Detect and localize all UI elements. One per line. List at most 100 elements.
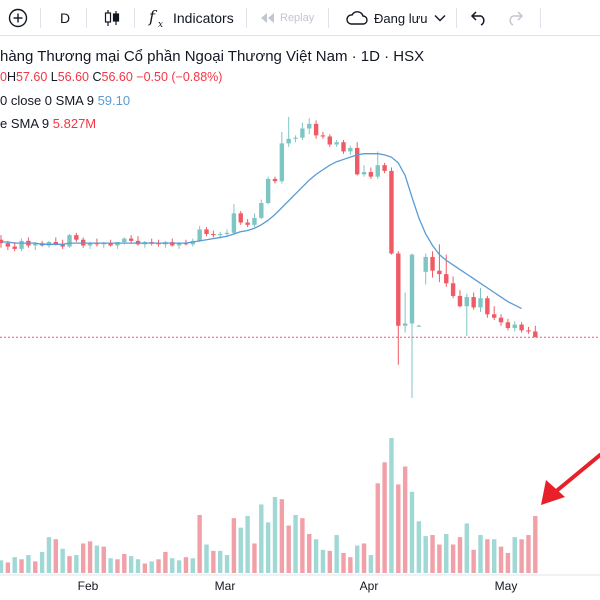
- candle-body: [286, 138, 291, 144]
- volume-bar: [471, 549, 476, 573]
- volume-bar: [176, 560, 182, 573]
- volume-bar: [245, 516, 250, 573]
- candle: [135, 236, 141, 246]
- volume-bar: [190, 558, 195, 573]
- candle-body: [348, 147, 353, 152]
- chart-pane[interactable]: hàng Thương mại Cổ phần Ngoại Thương Việ…: [0, 37, 600, 600]
- volume-bar: [142, 563, 148, 573]
- candle: [231, 204, 237, 234]
- sma-price-label: 0 close 0 SMA 9: [0, 93, 94, 108]
- candle: [361, 165, 367, 177]
- candle: [279, 131, 285, 184]
- candle: [505, 318, 511, 331]
- volume-bar: [163, 551, 168, 573]
- candle: [197, 225, 202, 243]
- volume-bar: [204, 544, 209, 573]
- candle: [327, 134, 332, 147]
- volume-bar: [300, 518, 305, 573]
- volume-bar: [259, 504, 264, 573]
- replay-label: Replay: [280, 12, 315, 24]
- candle-body: [211, 233, 216, 236]
- add-symbol-button[interactable]: [8, 0, 28, 36]
- candle: [389, 167, 394, 255]
- high-value: 57.60: [15, 70, 48, 84]
- high-label: H: [6, 70, 16, 84]
- candle: [142, 240, 148, 248]
- volume-bar: [492, 539, 497, 573]
- candle: [533, 325, 538, 338]
- volume-bar: [149, 561, 154, 573]
- volume-bar: [218, 550, 223, 573]
- volume-bar: [286, 525, 291, 573]
- candle: [519, 322, 524, 333]
- time-axis-labels: Feb Mar Apr May: [78, 579, 518, 593]
- volume-bar: [512, 537, 517, 573]
- volume-bar: [279, 499, 285, 573]
- volume-bar: [416, 521, 422, 573]
- volume-bar: [375, 483, 380, 573]
- candle-body: [409, 254, 415, 324]
- candle-body: [457, 295, 463, 307]
- candle-body: [265, 178, 271, 204]
- volume-bar: [485, 539, 490, 573]
- replay-button[interactable]: Replay: [260, 0, 314, 36]
- sma-price-legend[interactable]: 0 close 0 SMA 9 59.10: [0, 93, 130, 108]
- volume-bar: [12, 557, 17, 573]
- arrow-shaft: [552, 453, 600, 495]
- candle-body: [272, 178, 278, 182]
- candle: [498, 314, 504, 326]
- sma-volume-legend[interactable]: e SMA 9 5.827M: [0, 116, 96, 131]
- save-menu-button[interactable]: [434, 0, 446, 36]
- candle-body: [33, 243, 38, 246]
- plus-circle-icon: [8, 8, 28, 28]
- symbol-title[interactable]: hàng Thương mại Cổ phần Ngoại Thương Việ…: [0, 48, 425, 65]
- candle: [430, 251, 435, 278]
- candle-body: [327, 136, 332, 145]
- candle: [341, 139, 346, 154]
- undo-button[interactable]: [470, 0, 488, 36]
- volume-bar: [444, 533, 449, 573]
- volume-bar: [464, 523, 469, 573]
- indicators-button[interactable]: f x Indicators: [148, 0, 234, 36]
- close-value: 56.60: [101, 70, 133, 84]
- volume-bar: [87, 541, 93, 573]
- arrow-head: [541, 480, 565, 505]
- toolbar-divider: [328, 8, 329, 28]
- candle-body: [526, 330, 531, 332]
- candle: [450, 276, 456, 299]
- candle: [204, 227, 209, 237]
- volume-bar: [423, 536, 428, 573]
- month-label-may: May: [495, 579, 518, 593]
- sma-price-line: [1, 153, 522, 310]
- chart-type-button[interactable]: [103, 0, 121, 36]
- redo-icon: [509, 11, 524, 26]
- candle-body: [60, 244, 65, 247]
- candle-body: [238, 213, 243, 223]
- volume-bar: [39, 551, 45, 573]
- volume-bar: [74, 555, 79, 573]
- candle-body: [533, 331, 538, 338]
- candle: [375, 151, 380, 179]
- candle-body: [471, 297, 476, 308]
- volume-bar: [450, 544, 456, 573]
- toolbar-divider: [246, 8, 247, 28]
- volume-bar: [437, 544, 442, 573]
- candle: [464, 293, 469, 337]
- save-layout-button[interactable]: Đang lưu: [346, 0, 428, 36]
- candle-body: [320, 135, 326, 137]
- candle-body: [313, 123, 319, 136]
- candle: [382, 162, 387, 174]
- candle-body: [375, 165, 380, 177]
- sma-price-value: 59.10: [97, 93, 131, 108]
- redo-button[interactable]: [506, 0, 524, 36]
- interval-button[interactable]: D: [60, 10, 71, 26]
- cloud-icon: [346, 11, 368, 25]
- chevron-down-icon: [434, 15, 446, 22]
- volume-bars: [0, 438, 538, 574]
- candle: [149, 238, 154, 246]
- candle-body: [87, 243, 93, 246]
- candle-body: [498, 317, 504, 323]
- volume-bar: [183, 557, 189, 573]
- volume-bar: [457, 537, 463, 573]
